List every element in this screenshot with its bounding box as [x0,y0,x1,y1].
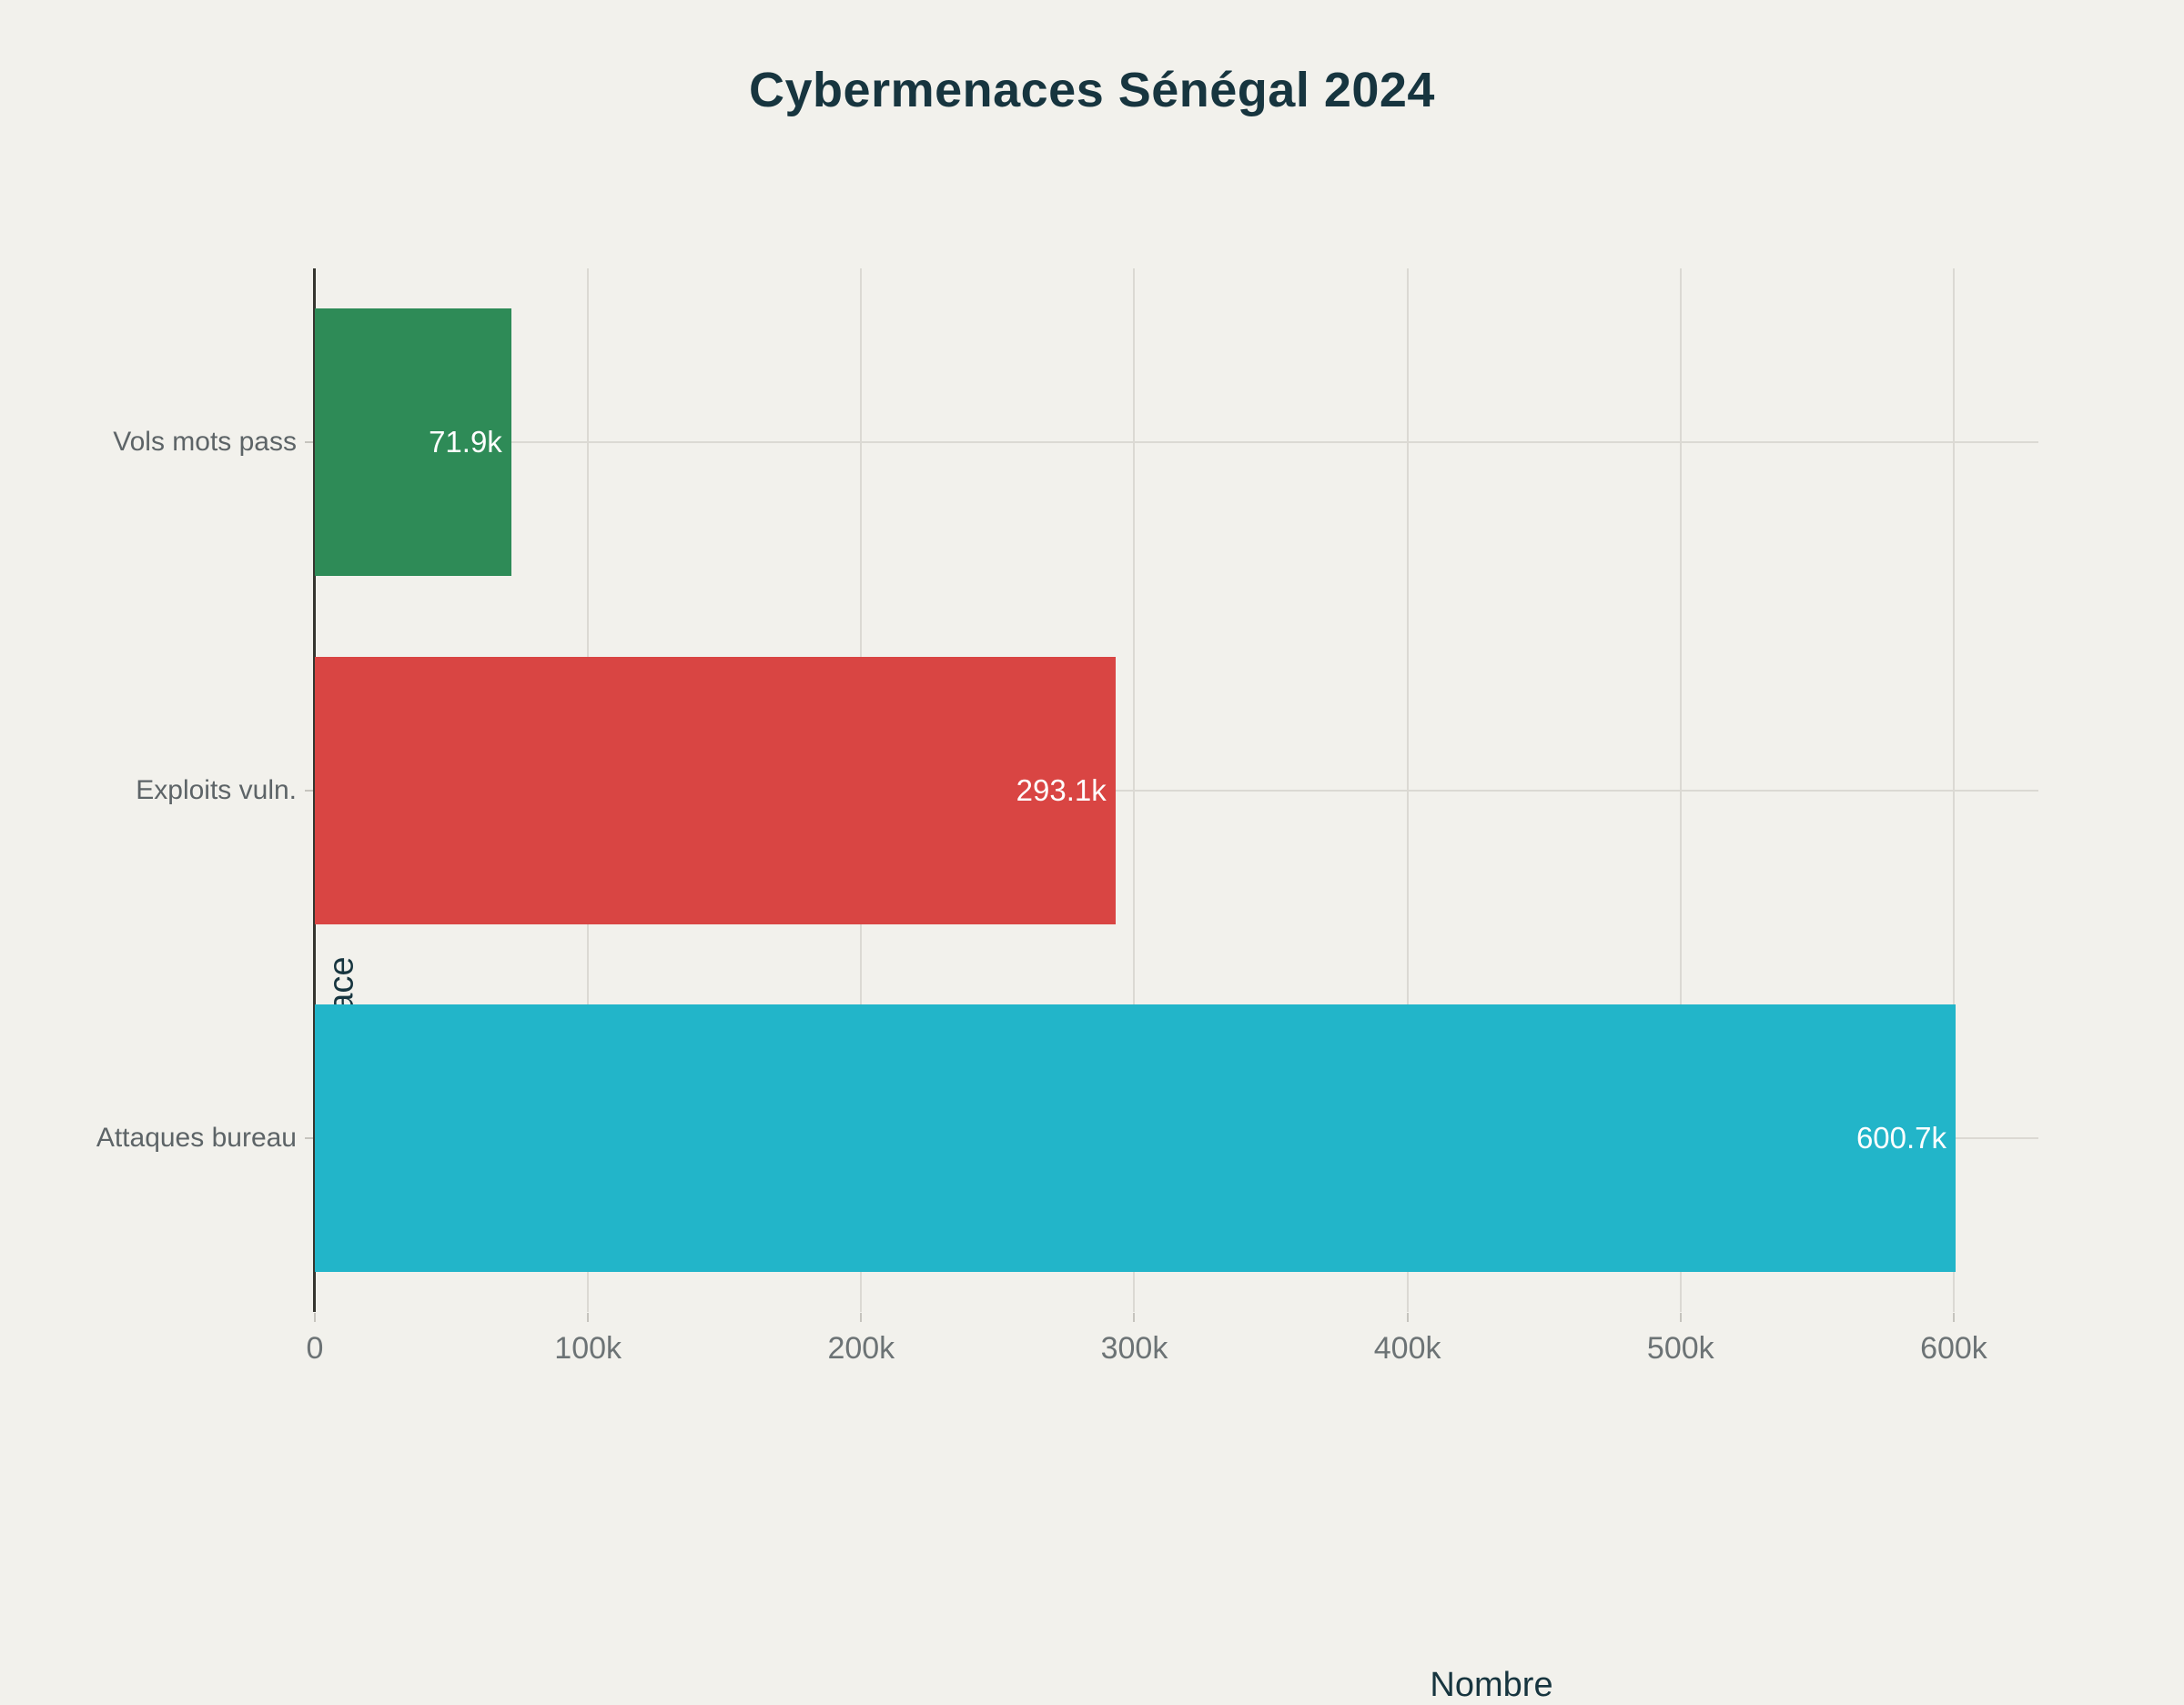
x-tick-label: 600k [1920,1331,1987,1366]
y-gridline [315,441,2038,444]
x-gridline [1406,268,1409,1312]
x-tick-mark [1679,1313,1682,1322]
plot-area: Type menace Nombre 0100k200k300k400k500k… [96,268,2038,1704]
x-tick-label: 400k [1373,1331,1441,1366]
y-tick-mark [305,789,313,792]
x-gridline [1133,268,1136,1312]
category-label: Vols mots pass [113,427,297,458]
x-tick-mark [1133,1313,1136,1322]
bar-value-label: 293.1k [1016,772,1107,807]
x-tick-label: 500k [1646,1331,1714,1366]
y-gridline [315,789,2038,792]
bar-value-label: 71.9k [429,425,502,459]
bar [315,308,511,577]
bar [315,656,1116,924]
bar [315,1004,1956,1272]
x-tick-mark [314,1313,316,1322]
category-label: Exploits vuln. [136,774,297,805]
x-gridline [1679,268,1682,1312]
x-tick-mark [860,1313,863,1322]
x-tick-label: 300k [1100,1331,1168,1366]
x-tick-mark [1952,1313,1955,1322]
bar-value-label: 600.7k [1855,1120,1947,1155]
x-zeroline [313,268,316,1312]
x-axis-title: Nombre [1430,1666,1553,1704]
x-tick-mark [587,1313,590,1322]
x-tick-mark [1406,1313,1409,1322]
y-tick-mark [305,1136,313,1139]
x-tick-label: 200k [827,1331,895,1366]
category-label: Attaques bureau [96,1122,297,1153]
x-tick-label: 100k [554,1331,622,1366]
x-tick-label: 0 [306,1331,324,1366]
chart-title: Cybermenaces Sénégal 2024 [749,63,1435,117]
y-tick-mark [305,441,313,444]
x-gridline [1952,268,1955,1312]
